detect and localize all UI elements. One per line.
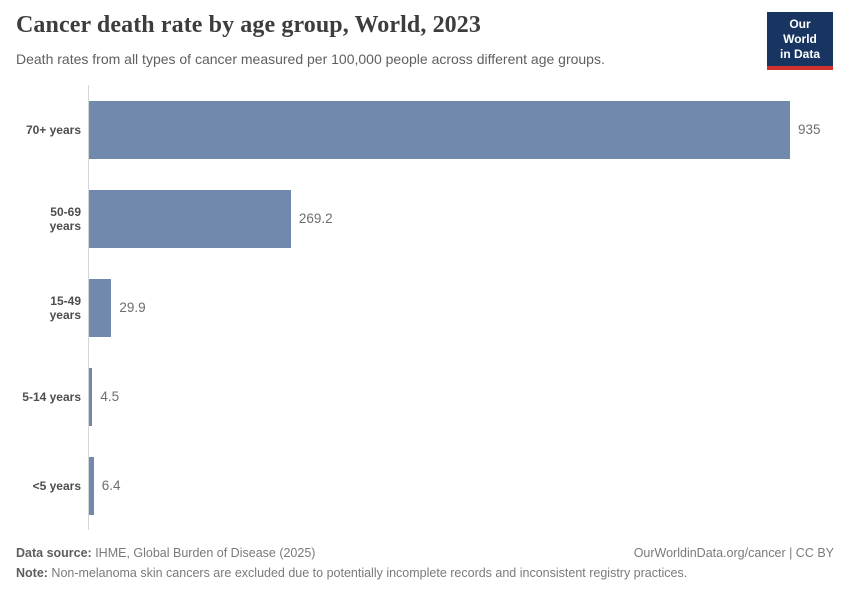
- logo-text-line1: Our World: [783, 17, 817, 46]
- category-label: 70+ years: [25, 122, 81, 137]
- bar-row-70plus: 70+ years 935: [16, 85, 834, 174]
- bar-row-50-69: 50-69 years 269.2: [16, 174, 834, 263]
- bar-15-49[interactable]: [89, 278, 112, 337]
- chart-subtitle: Death rates from all types of cancer mea…: [16, 51, 605, 67]
- data-source-text: IHME, Global Burden of Disease (2025): [91, 546, 316, 560]
- logo-text-line2: in Data: [779, 47, 820, 61]
- note-label: Note:: [16, 566, 48, 580]
- note-text: Non-melanoma skin cancers are excluded d…: [47, 566, 688, 580]
- y-axis-line: [88, 85, 89, 530]
- note-line: Note: Non-melanoma skin cancers are excl…: [16, 563, 834, 583]
- bar-track: 29.9: [89, 278, 834, 337]
- value-label: 29.9: [119, 300, 146, 315]
- value-label: 935: [798, 122, 821, 137]
- category-label: 50-69 years: [49, 204, 81, 233]
- bar-under5[interactable]: [89, 456, 94, 515]
- bar-row-under5: <5 years 6.4: [16, 441, 834, 530]
- bar-chart: 70+ years 935 50-69 years 269.2 15-49 ye…: [16, 85, 834, 530]
- bar-track: 4.5: [89, 367, 834, 426]
- owid-logo: Our World in Data: [767, 12, 833, 70]
- bar-5-14[interactable]: [89, 367, 93, 426]
- data-source-line: Data source: IHME, Global Burden of Dise…: [16, 543, 315, 563]
- bar-70plus[interactable]: [89, 100, 790, 159]
- bar-row-15-49: 15-49 years 29.9: [16, 263, 834, 352]
- data-source-label: Data source:: [16, 546, 92, 560]
- value-label: 4.5: [100, 389, 120, 404]
- value-label: 269.2: [298, 211, 333, 226]
- bar-track: 935: [89, 100, 834, 159]
- category-label: 15-49 years: [49, 293, 81, 322]
- value-label: 6.4: [101, 478, 121, 493]
- category-label: <5 years: [32, 478, 81, 493]
- category-label: 5-14 years: [22, 389, 81, 404]
- chart-footer: Data source: IHME, Global Burden of Dise…: [16, 543, 834, 583]
- owid-url-link[interactable]: OurWorldinData.org/cancer | CC BY: [633, 546, 834, 560]
- bar-row-5-14: 5-14 years 4.5: [16, 352, 834, 441]
- bar-track: 269.2: [89, 189, 834, 248]
- bar-track: 6.4: [89, 456, 834, 515]
- page-title: Cancer death rate by age group, World, 2…: [16, 12, 481, 38]
- bar-50-69[interactable]: [89, 189, 291, 248]
